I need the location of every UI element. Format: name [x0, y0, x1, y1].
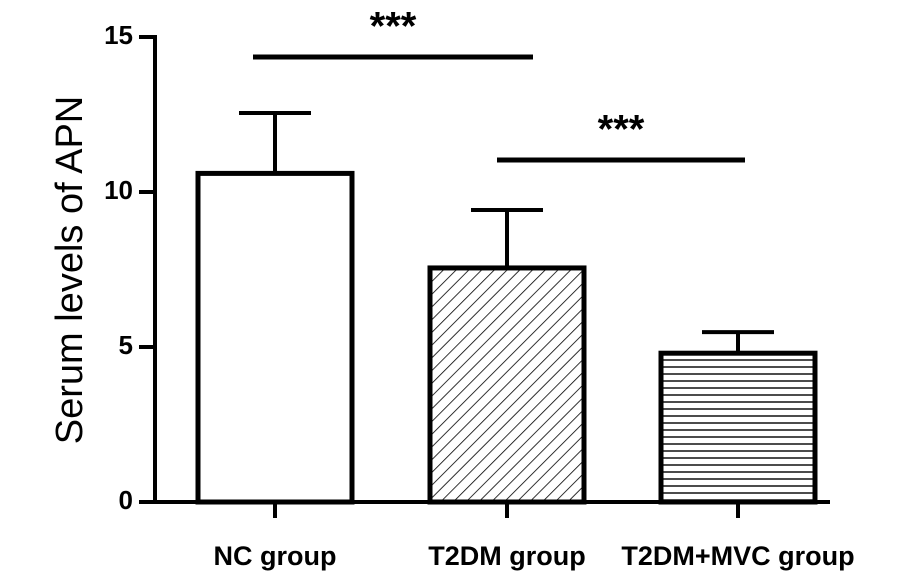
bar: [195, 170, 355, 505]
y-tick-label: 0: [119, 485, 133, 515]
significance-label: ***: [598, 108, 645, 152]
significance-label: ***: [370, 5, 417, 49]
x-tick-label: T2DM+MVC group: [621, 541, 854, 571]
y-axis-label: Serum levels of APN: [49, 96, 91, 444]
y-tick-label: 10: [104, 175, 133, 205]
x-tick-label: NC group: [214, 541, 337, 571]
y-tick-label: 15: [104, 20, 133, 50]
bar: [427, 265, 587, 505]
bar: [658, 350, 818, 505]
x-tick-label: T2DM group: [428, 541, 585, 571]
y-tick-label: 5: [119, 330, 133, 360]
